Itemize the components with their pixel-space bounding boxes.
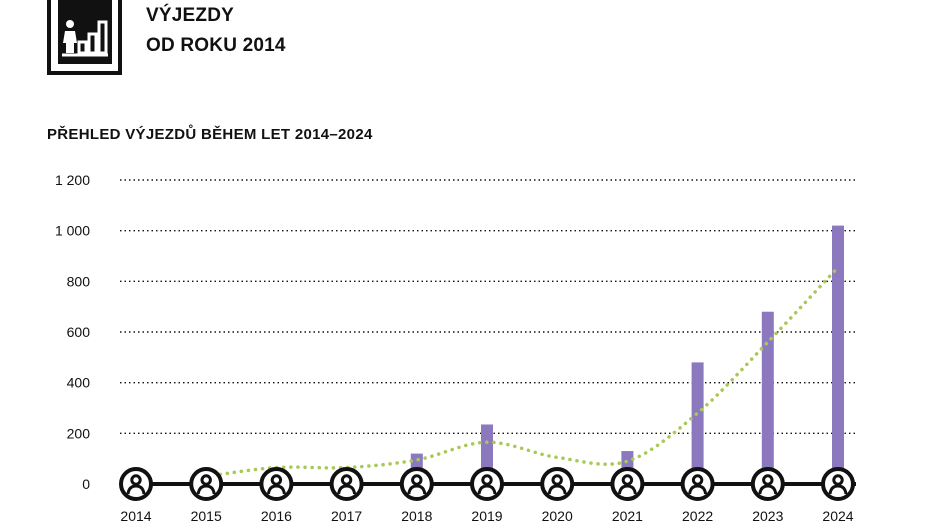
x-tick-label: 2021: [612, 508, 643, 523]
person-circle-icon: [540, 467, 575, 501]
x-tick-label: 2018: [401, 508, 432, 523]
y-tick-label: 200: [67, 425, 91, 441]
bar: [832, 225, 844, 484]
y-tick-label: 400: [67, 375, 91, 391]
person-circle-icon: [119, 467, 153, 501]
y-tick-label: 1 000: [55, 223, 90, 239]
y-tick-label: 0: [82, 476, 90, 492]
person-circle-icon: [610, 467, 645, 501]
bar: [761, 311, 774, 484]
y-tick-label: 800: [67, 273, 91, 289]
y-tick-label: 600: [67, 324, 91, 340]
x-tick-label: 2016: [261, 508, 292, 523]
person-circle-icon: [399, 467, 434, 501]
header-logo: [47, 0, 122, 75]
trend-line: [204, 265, 840, 479]
person-circle-icon: [189, 467, 224, 501]
page-title: VÝJEZDY OD ROKU 2014: [146, 1, 286, 61]
x-tick-label: 2024: [822, 508, 853, 523]
statistics-person-bar-chart-icon: [58, 0, 112, 64]
chart-title: PŘEHLED VÝJEZDŮ BĚHEM LET 2014–2024: [47, 126, 373, 143]
x-tick-label: 2023: [752, 508, 783, 523]
person-circle-icon: [470, 467, 504, 501]
title-line-1: VÝJEZDY: [146, 5, 234, 26]
person-circle-icon: [750, 467, 785, 501]
x-tick-label: 2015: [191, 508, 222, 523]
person-circle-icon: [821, 467, 855, 501]
x-tick-label: 2019: [471, 508, 502, 523]
x-tick-label: 2017: [331, 508, 362, 523]
y-tick-label: 1 200: [55, 172, 90, 188]
x-tick-label: 2020: [542, 508, 573, 523]
person-circle-icon: [259, 467, 294, 501]
person-circle-icon: [329, 467, 364, 501]
x-tick-label: 2022: [682, 508, 713, 523]
x-tick-label: 2014: [120, 508, 151, 523]
title-line-2: OD ROKU 2014: [146, 35, 286, 56]
person-circle-icon: [680, 467, 715, 501]
bar: [691, 362, 704, 484]
